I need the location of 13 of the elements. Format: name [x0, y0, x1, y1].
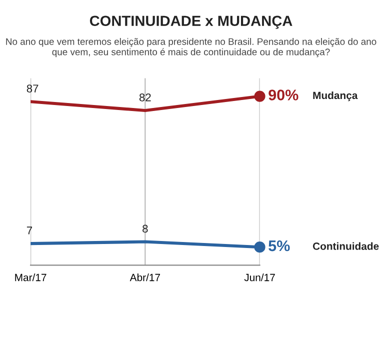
x-tick-label: Mar/17 — [15, 274, 46, 282]
data-label: 5% — [268, 240, 290, 252]
text: Continuidade — [312, 242, 379, 250]
data-label: 87 — [26, 84, 38, 92]
data-label: 82 — [139, 93, 151, 102]
data-label: 7 — [26, 226, 32, 234]
data-label: 8 — [142, 224, 148, 233]
text: Mudança — [313, 91, 358, 102]
data-label: 90% — [268, 90, 298, 100]
x-tick-label: Jun/17 — [244, 274, 275, 282]
x-tick-label: Abr/17 — [130, 274, 160, 282]
chart-subtitle: No ano que vem teremos eleição para presidente no Brasil. Pensando na eleição do ano que vem, seu sentimento é mais de continuidade ou de mudança? — [6, 38, 376, 58]
chart-title: CONTINUIDADE x MUDANÇA — [90, 16, 292, 29]
